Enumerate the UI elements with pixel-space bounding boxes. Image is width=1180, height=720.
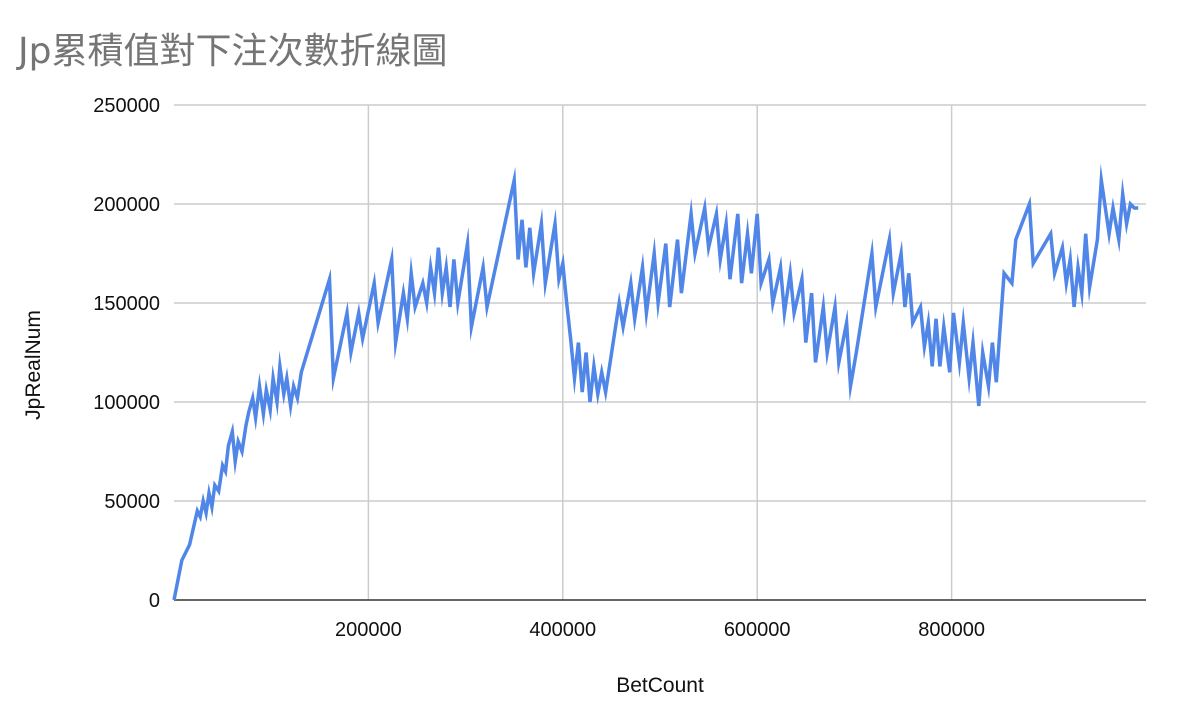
- y-tick-label: 150000: [93, 293, 160, 315]
- x-tick-label: 600000: [724, 619, 791, 641]
- y-tick-label: 100000: [93, 392, 160, 414]
- x-gridlines: [367, 105, 953, 600]
- y-tick-label: 0: [149, 590, 160, 612]
- y-tick-label: 50000: [104, 491, 160, 513]
- x-tick-label: 400000: [529, 619, 596, 641]
- y-tick-label: 200000: [93, 194, 160, 216]
- series-layer: [172, 163, 1139, 601]
- y-tick-labels: 0 50000 100000 150000 200000 250000: [93, 95, 160, 612]
- x-tick-label: 800000: [918, 619, 985, 641]
- y-gridlines: [174, 104, 1146, 502]
- series-line-jprealnum: [172, 163, 1139, 601]
- x-tick-label: 200000: [335, 619, 402, 641]
- y-tick-label: 250000: [93, 95, 160, 117]
- y-axis-title: JpRealNum: [22, 310, 45, 420]
- chart-title: Jp累積值對下注次數折線圖: [18, 31, 448, 72]
- x-axis-title: BetCount: [616, 674, 704, 697]
- x-tick-labels: 200000 400000 600000 800000: [335, 619, 985, 641]
